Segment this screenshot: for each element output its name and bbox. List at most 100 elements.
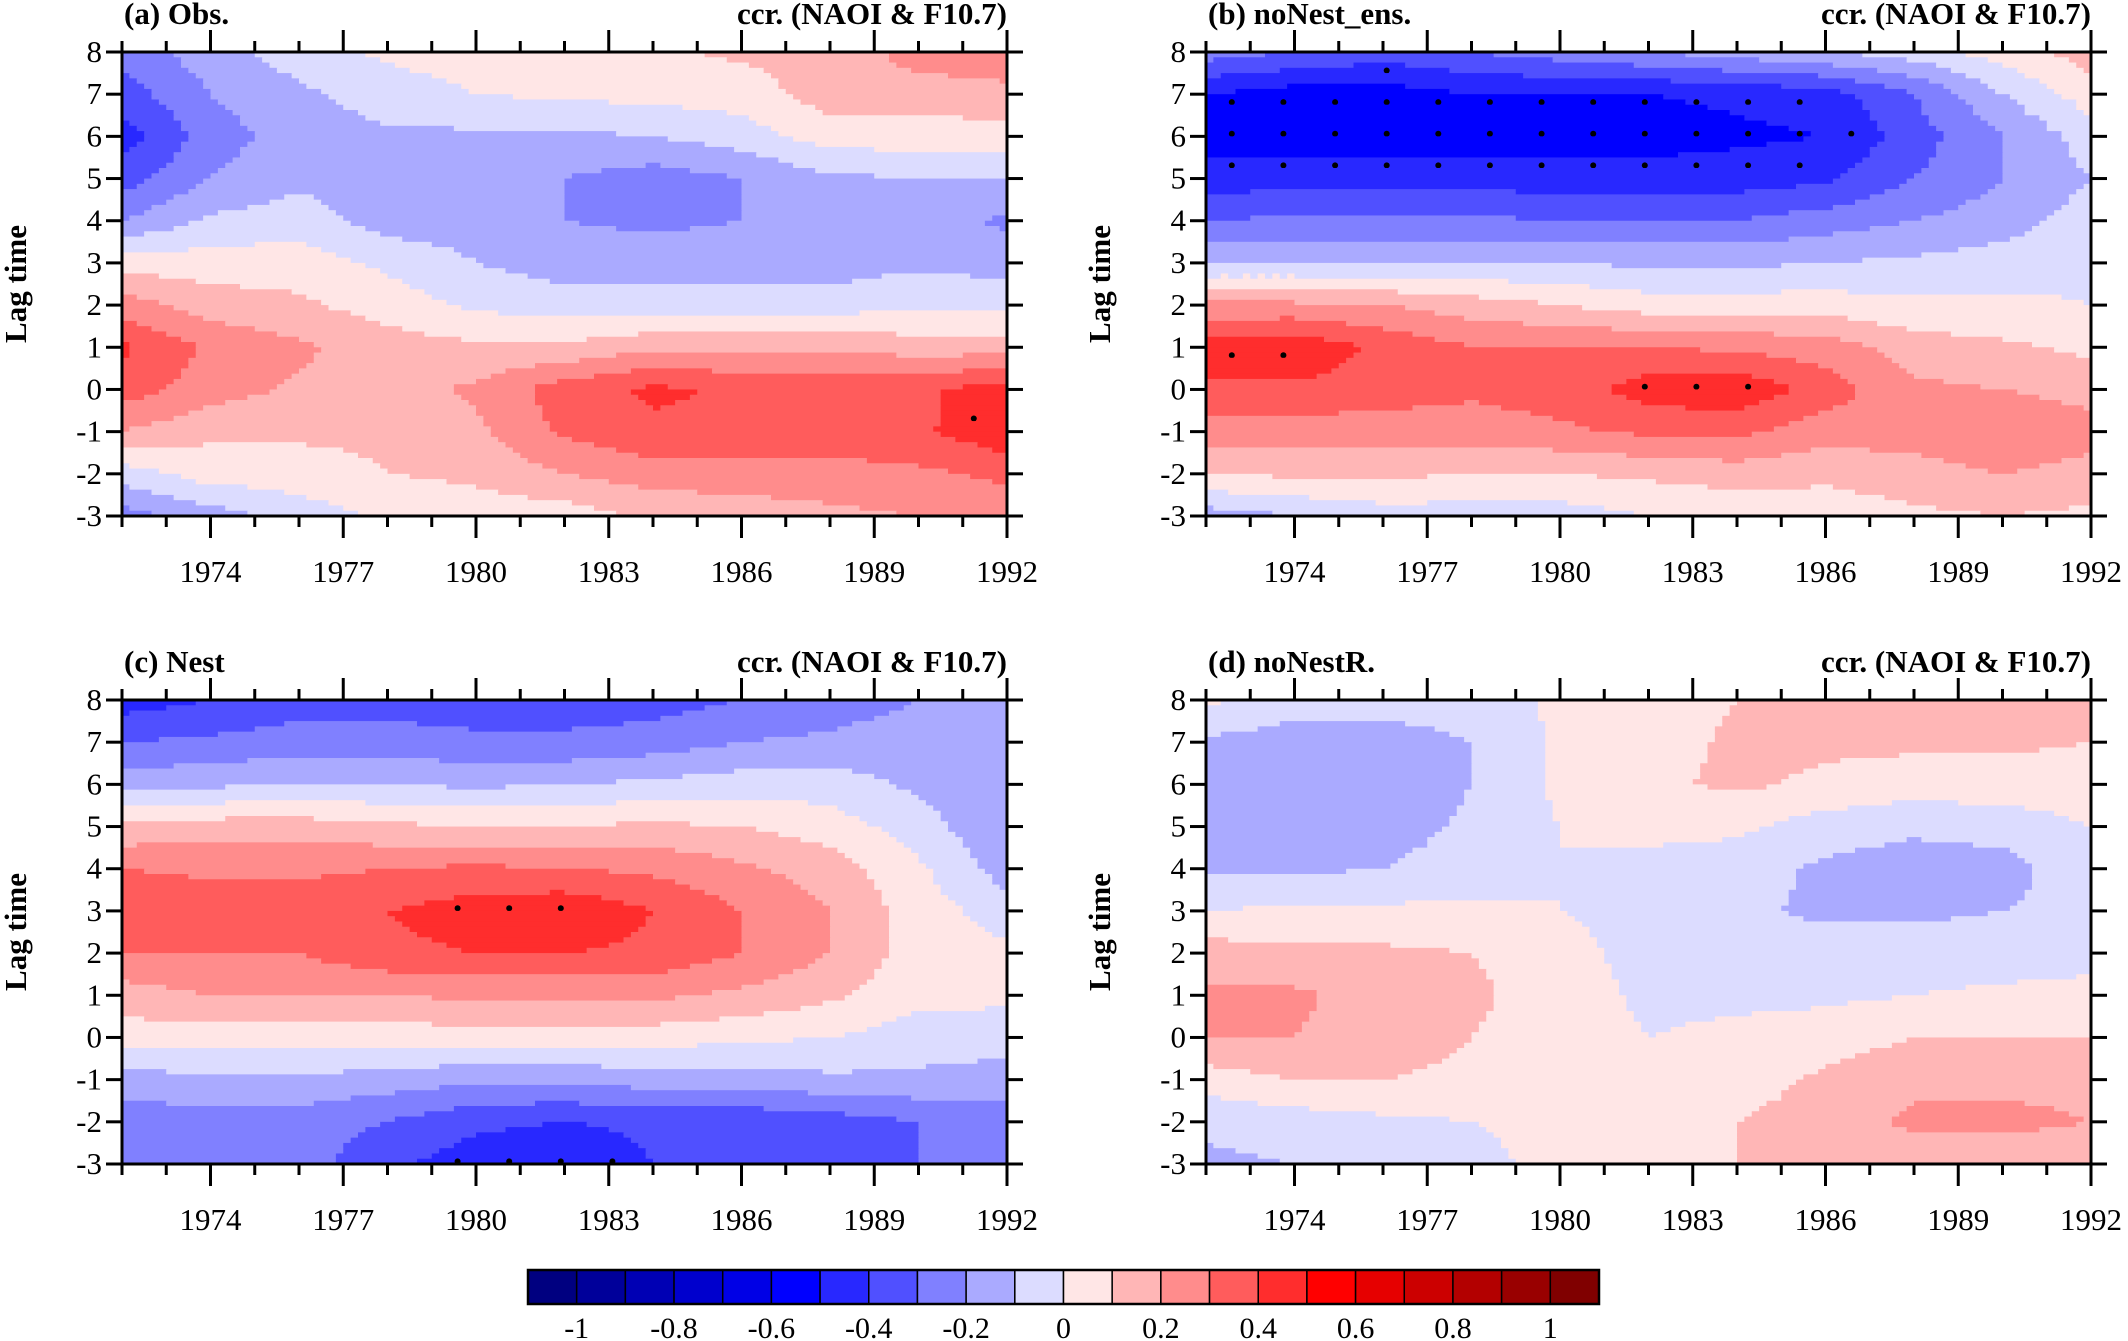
contour-cell [1707,742,2077,749]
colorbar-label: 0.8 [1434,1312,1472,1341]
contour-cell [1759,1106,1908,1112]
contour-cell [962,368,1008,375]
contour-cell [2061,204,2092,211]
x-tick-label: 1986 [711,1202,773,1237]
contour-cell [1464,342,1863,348]
contour-cell [1449,816,1554,822]
contour-cell [122,458,374,464]
contour-cell [1405,852,1834,859]
contour-cell [557,378,1008,385]
y-tick-label: -2 [76,456,102,491]
contour-cell [1257,273,1266,280]
contour-cell [1206,816,1450,822]
contour-cell [1891,995,2092,1002]
contour-cell [1818,763,2092,770]
contour-cell [1685,405,1745,412]
contour-cell [571,758,1008,764]
contour-cell [1206,442,2092,449]
contour-cell [225,784,448,791]
contour-cell [571,726,838,733]
contour-cell [571,500,824,507]
contour-cell [1449,947,1605,954]
contour-cell [734,858,853,865]
contour-cell [2054,52,2092,58]
contour-cell [365,800,617,807]
significance-dot [1332,162,1339,169]
contour-cell [2054,1106,2092,1112]
contour-cell [1449,731,1546,738]
contour-cell [630,1137,920,1144]
contour-cell [1567,910,1790,917]
contour-cell [1589,426,1775,433]
contour-cell [387,468,558,475]
contour-cell [741,194,1008,201]
y-tick-label: 3 [87,245,103,280]
contour-cell [1855,199,1967,206]
contour-cell [1582,305,2092,311]
contour-cell [1840,88,1908,95]
contour-cell [889,947,1008,954]
contour-cell [1206,868,1347,875]
contour-cell [151,326,256,333]
contour-cell [1265,273,1273,280]
contour-cell [1501,1137,1738,1144]
contour-cell [1493,1132,1738,1139]
contour-cell [682,710,890,717]
contour-cell [1206,473,1273,480]
contour-cell [1840,758,2092,764]
contour-cell [1744,189,1886,195]
contour-cell [616,510,897,517]
y-tick-label: 0 [1171,371,1187,406]
contour-cell [358,510,617,517]
contour-cell [1855,162,1930,169]
contour-cell [1796,183,1900,190]
contour-cell [350,963,691,970]
colorbar-swatch [916,1269,967,1305]
contour-cell [1950,331,2092,338]
contour-cell [1537,299,2085,306]
contour-cell [122,884,691,891]
contour-cell [830,910,890,917]
contour-cell [601,1063,927,1070]
contour-cell [1678,152,1871,159]
y-tick-label: 8 [87,34,103,69]
contour-cell [2061,94,2092,101]
contour-cell [822,1000,1008,1007]
contour-cell [2002,152,2070,159]
contour-cell [1810,447,1871,454]
contour-cell [306,494,529,501]
contour-cell [1206,88,1237,95]
contour-cell [1206,889,1790,896]
contour-cell [1987,189,2077,195]
contour-cell [1906,88,1952,95]
contour-cell [1796,879,2033,886]
contour-cell [999,226,1008,232]
contour-cell [1213,1063,1428,1070]
contour-cell [564,889,706,896]
contour-cell [763,736,1008,743]
contour-cell [122,342,130,348]
panel-subtitle: ccr. (NAOI & F10.7) [737,0,1007,31]
contour-cell [284,194,315,201]
contour-cell [453,389,536,396]
contour-cell [2017,67,2085,74]
contour-cell [881,895,949,901]
contour-cell [1862,257,2092,264]
contour-cell [431,1153,647,1160]
contour-cell [1641,289,1782,296]
contour-cell [232,110,359,116]
contour-cell [977,442,1008,449]
colorbar-label: -0.4 [845,1312,893,1341]
contour-cell [195,352,315,359]
contour-cell [122,816,226,822]
contour-cell [1206,363,1340,369]
contour-cell [1847,289,2092,296]
contour-cell [837,726,1008,733]
contour-cell [1936,152,2004,159]
contour-cell [741,189,1008,195]
contour-cell [889,57,1008,64]
contour-cell [1626,995,1893,1002]
contour-cell [424,1111,846,1118]
contour-cell [1206,447,1554,454]
contour-cell [1206,1021,1303,1028]
